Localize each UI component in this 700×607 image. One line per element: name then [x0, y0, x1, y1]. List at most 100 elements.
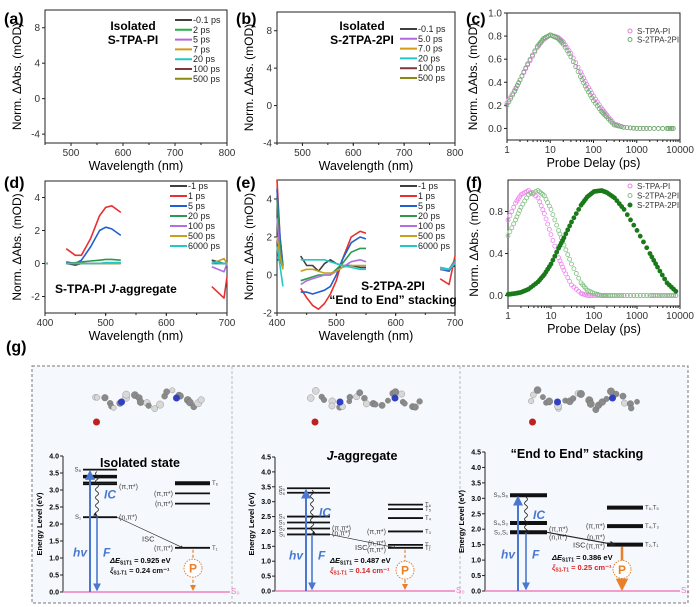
data-point — [563, 247, 569, 253]
legend-label: 20 ps — [193, 54, 216, 64]
f-label: F — [103, 545, 111, 559]
x-tick-label: 800 — [447, 148, 464, 159]
atom — [619, 392, 627, 400]
data-point — [637, 293, 643, 298]
triplet-label: T₂,T₁ — [645, 543, 658, 549]
x-tick-label: 1 — [505, 311, 511, 322]
legend-label: -1 ps — [418, 181, 439, 191]
energy-tick-label: 3.5 — [471, 480, 481, 487]
x-tick-label: 700 — [167, 148, 184, 159]
data-point — [509, 209, 515, 214]
data-point — [555, 36, 561, 41]
data-point — [669, 126, 675, 131]
data-point — [573, 211, 579, 217]
x-tick-label: 500 — [294, 148, 311, 159]
y-tick-label: 4 — [266, 64, 272, 75]
data-point — [624, 212, 630, 218]
f-label: F — [532, 548, 540, 562]
series-group — [504, 32, 676, 131]
phosphorescence-burst-icon — [183, 558, 203, 578]
series-group — [505, 188, 679, 298]
data-point — [538, 203, 544, 209]
data-point — [532, 48, 538, 54]
data-point — [565, 275, 571, 281]
text-segment: S-2TPA-2PI — [361, 279, 425, 293]
data-point — [550, 237, 556, 243]
soc-xi-text: ξS1-T1 = 0.24 cm⁻¹ — [110, 566, 170, 577]
x-tick-label: 400 — [269, 318, 286, 329]
x-axis-label: Wavelength (nm) — [319, 329, 414, 343]
legend-label: 1 ps — [418, 191, 436, 201]
orbital-character-label: (n,π*) — [332, 530, 350, 537]
data-point — [525, 61, 531, 67]
p-label: P — [618, 563, 626, 577]
data-point — [631, 293, 637, 298]
xi-value: = 0.14 cm⁻¹ — [347, 566, 390, 575]
xi-value: = 0.25 cm⁻¹ — [569, 563, 612, 572]
data-point — [598, 108, 604, 114]
x-tick-label: 600 — [345, 148, 362, 159]
data-point — [644, 245, 650, 251]
legend-marker — [627, 183, 633, 189]
atom — [391, 388, 400, 396]
f-label: F — [318, 549, 326, 563]
internal-conversion-wavy-arrow — [93, 471, 99, 516]
x-tick-label: 500 — [97, 318, 114, 329]
energy-tick-label: 2.0 — [49, 522, 59, 529]
y-tick-label: 0 — [34, 259, 40, 270]
x-tick-label: 700 — [396, 148, 413, 159]
x-tick-label: 500 — [63, 148, 80, 159]
data-point — [662, 293, 668, 298]
energy-tick-label: 1.5 — [261, 544, 271, 551]
legend-label: 7 ps — [193, 44, 211, 54]
atom — [598, 398, 606, 406]
data-point — [657, 268, 663, 274]
data-point — [552, 243, 558, 249]
chart-panel-f: (f) 1 10 100 1000 10000 0.0 0.4 0.8 Probe Delay (… — [466, 175, 694, 336]
data-point — [601, 111, 607, 117]
energy-tick-label: 0.0 — [261, 589, 271, 596]
legend-label: 6000 ps — [418, 241, 451, 251]
xi-subscript: S1-T1 — [113, 571, 127, 577]
delta-e-symbol: ΔE — [109, 556, 121, 565]
data-point — [659, 272, 665, 278]
s0-label: S₀ — [681, 586, 690, 595]
atom — [540, 394, 546, 400]
x-tick-label: 10 — [545, 145, 557, 156]
energy-tick-label: 1.5 — [471, 542, 481, 549]
energy-tick-label: 0.0 — [471, 589, 481, 596]
atom — [307, 394, 315, 402]
data-point — [510, 92, 516, 98]
hv-label: hv — [73, 545, 88, 559]
legend-label: 5 ps — [193, 35, 211, 45]
data-point — [618, 124, 624, 130]
molecule-structure-image — [528, 386, 640, 426]
data-point — [567, 278, 573, 284]
nitrogen-atom — [554, 398, 561, 406]
data-point — [552, 217, 558, 223]
data-point — [603, 293, 609, 298]
energy-axis-label: Energy Level (eV) — [35, 492, 44, 555]
legend-marker — [627, 28, 633, 34]
y-tick-label: -2 — [31, 292, 40, 303]
hv-label: hv — [501, 548, 516, 562]
chart-annotation: S-TPA-PI J-aggregate — [55, 282, 177, 296]
singlet-label: S₁ — [75, 515, 81, 521]
phosphorescence-burst-icon — [395, 560, 415, 580]
data-point — [634, 126, 640, 131]
energy-tick-label: 3.0 — [261, 499, 271, 506]
data-point — [505, 233, 511, 239]
data-point — [634, 227, 640, 233]
legend-marker — [627, 37, 633, 42]
delta-e-symbol: ΔE — [551, 553, 563, 562]
orbital-character-label: (n,π*) — [587, 534, 605, 541]
atom — [362, 400, 370, 408]
legend-label: S-TPA-PI — [637, 182, 670, 191]
energy-tick-label: 3.0 — [49, 488, 59, 495]
data-point — [616, 123, 622, 129]
xi-symbol: ξ — [330, 566, 334, 575]
triplet-label: T₆ — [425, 503, 432, 509]
triplet-label: T₄,T₃ — [645, 524, 659, 530]
text-segment: -aggregate — [115, 282, 177, 296]
data-point — [506, 99, 512, 105]
